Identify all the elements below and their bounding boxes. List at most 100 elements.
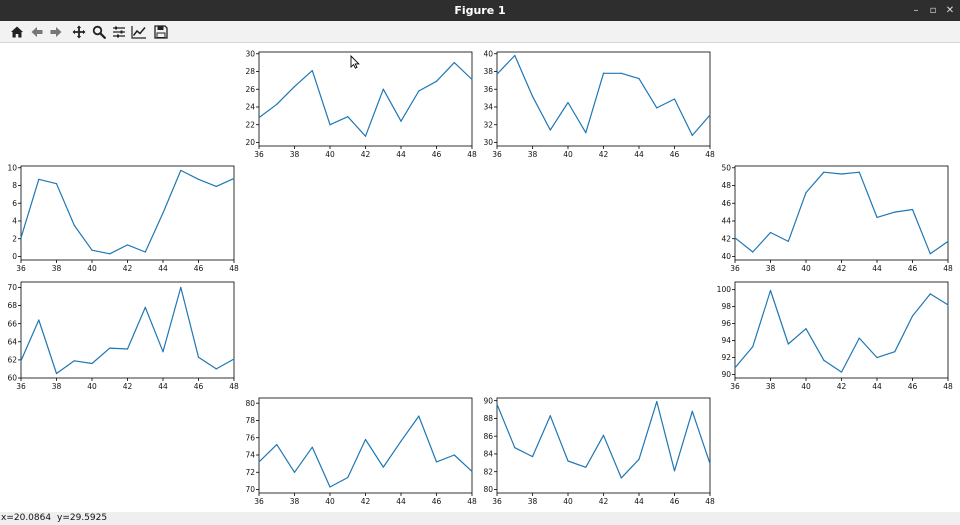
data-point	[109, 253, 111, 255]
data-point	[549, 415, 551, 417]
pan-icon	[72, 25, 86, 39]
edit-axis-button[interactable]	[130, 23, 148, 41]
data-point	[911, 208, 914, 211]
data-point	[787, 240, 789, 242]
x-tick-label: 42	[599, 150, 609, 159]
x-tick-label: 44	[158, 264, 168, 273]
y-tick-label: 94	[721, 336, 731, 345]
maximize-button[interactable]: ▫	[929, 5, 937, 16]
data-point	[453, 454, 455, 456]
data-point	[91, 249, 93, 251]
y-tick-label: 30	[483, 138, 493, 147]
y-tick-label: 38	[483, 67, 493, 76]
data-point	[752, 345, 754, 348]
data-point	[20, 237, 22, 239]
x-tick-label: 48	[943, 264, 953, 273]
y-tick-label: 20	[245, 138, 255, 147]
data-point	[858, 171, 860, 173]
home-button[interactable]	[8, 23, 26, 41]
back-arrow-icon	[31, 27, 43, 37]
x-tick-label: 38	[528, 497, 538, 506]
y-tick-label: 90	[483, 396, 493, 405]
y-tick-label: 6	[12, 199, 17, 208]
data-point	[620, 72, 622, 74]
y-tick-label: 8	[12, 181, 17, 190]
x-tick-label: 46	[194, 264, 204, 273]
title-bar: Figure 1 – ▫ ✕	[0, 0, 960, 21]
y-tick-label: 24	[245, 103, 255, 112]
zoom-button[interactable]	[90, 23, 108, 41]
data-point	[197, 356, 200, 358]
y-tick-label: 64	[7, 337, 17, 346]
data-point	[435, 80, 438, 82]
data-point	[126, 348, 129, 350]
y-tick-label: 100	[717, 285, 732, 294]
x-tick-label: 42	[837, 264, 847, 273]
y-tick-label: 88	[483, 414, 493, 423]
close-button[interactable]: ✕	[945, 5, 955, 16]
data-point	[840, 173, 843, 175]
subplots-config-button[interactable]	[110, 23, 128, 41]
y-tick-label: 90	[721, 370, 731, 379]
data-point	[109, 347, 111, 349]
y-tick-label: 26	[245, 85, 255, 94]
data-point	[347, 476, 349, 479]
x-tick-label: 42	[361, 150, 371, 159]
data-point	[364, 135, 367, 137]
data-point	[876, 216, 878, 219]
subplot-axes: 36 38 40 42 44 46 48 90 92 94 96 98 100	[717, 281, 953, 391]
x-tick-label: 46	[432, 150, 442, 159]
data-point	[734, 237, 736, 239]
data-point	[752, 251, 754, 253]
x-tick-label: 36	[254, 150, 264, 159]
data-point	[418, 90, 420, 92]
data-point	[947, 304, 949, 306]
data-point	[400, 440, 402, 442]
y-tick-label: 32	[483, 120, 493, 129]
data-point	[787, 343, 789, 345]
y-tick-label: 82	[483, 467, 493, 476]
x-tick-label: 44	[872, 382, 882, 391]
data-point	[38, 178, 40, 180]
y-tick-label: 22	[245, 120, 255, 129]
y-tick-label: 10	[7, 163, 17, 172]
data-point	[531, 455, 534, 458]
forward-button[interactable]	[47, 23, 65, 41]
x-tick-label: 48	[705, 497, 715, 506]
x-tick-label: 46	[908, 264, 918, 273]
x-tick-label: 48	[943, 382, 953, 391]
edit-axis-icon	[131, 26, 146, 39]
home-icon	[11, 26, 23, 38]
y-coordinate-readout: y=29.5925	[57, 513, 108, 523]
data-point	[276, 444, 278, 446]
data-point	[73, 360, 75, 362]
data-point	[691, 134, 693, 136]
navigation-toolbar	[0, 21, 960, 43]
data-point	[638, 78, 640, 80]
data-point	[840, 371, 843, 373]
data-point	[418, 415, 420, 417]
pan-button[interactable]	[70, 23, 88, 41]
back-button[interactable]	[28, 23, 46, 41]
data-point	[929, 293, 931, 295]
y-tick-label: 36	[483, 85, 493, 94]
data-point	[823, 171, 825, 173]
data-point	[734, 367, 736, 369]
data-point	[435, 461, 438, 463]
y-tick-label: 98	[721, 302, 731, 311]
save-button[interactable]	[152, 23, 170, 41]
data-point	[567, 460, 569, 462]
axes-frame	[20, 281, 235, 379]
data-point	[382, 88, 384, 90]
data-point	[496, 73, 498, 75]
y-tick-label: 28	[245, 67, 255, 76]
minimize-button[interactable]: –	[913, 5, 919, 16]
y-tick-label: 30	[245, 49, 255, 58]
data-point	[894, 351, 896, 353]
y-tick-label: 46	[721, 199, 731, 208]
data-point	[638, 458, 640, 460]
y-tick-label: 74	[245, 451, 255, 460]
status-bar: x=20.0864 y=29.5925	[0, 512, 960, 525]
y-tick-label: 70	[7, 283, 17, 292]
